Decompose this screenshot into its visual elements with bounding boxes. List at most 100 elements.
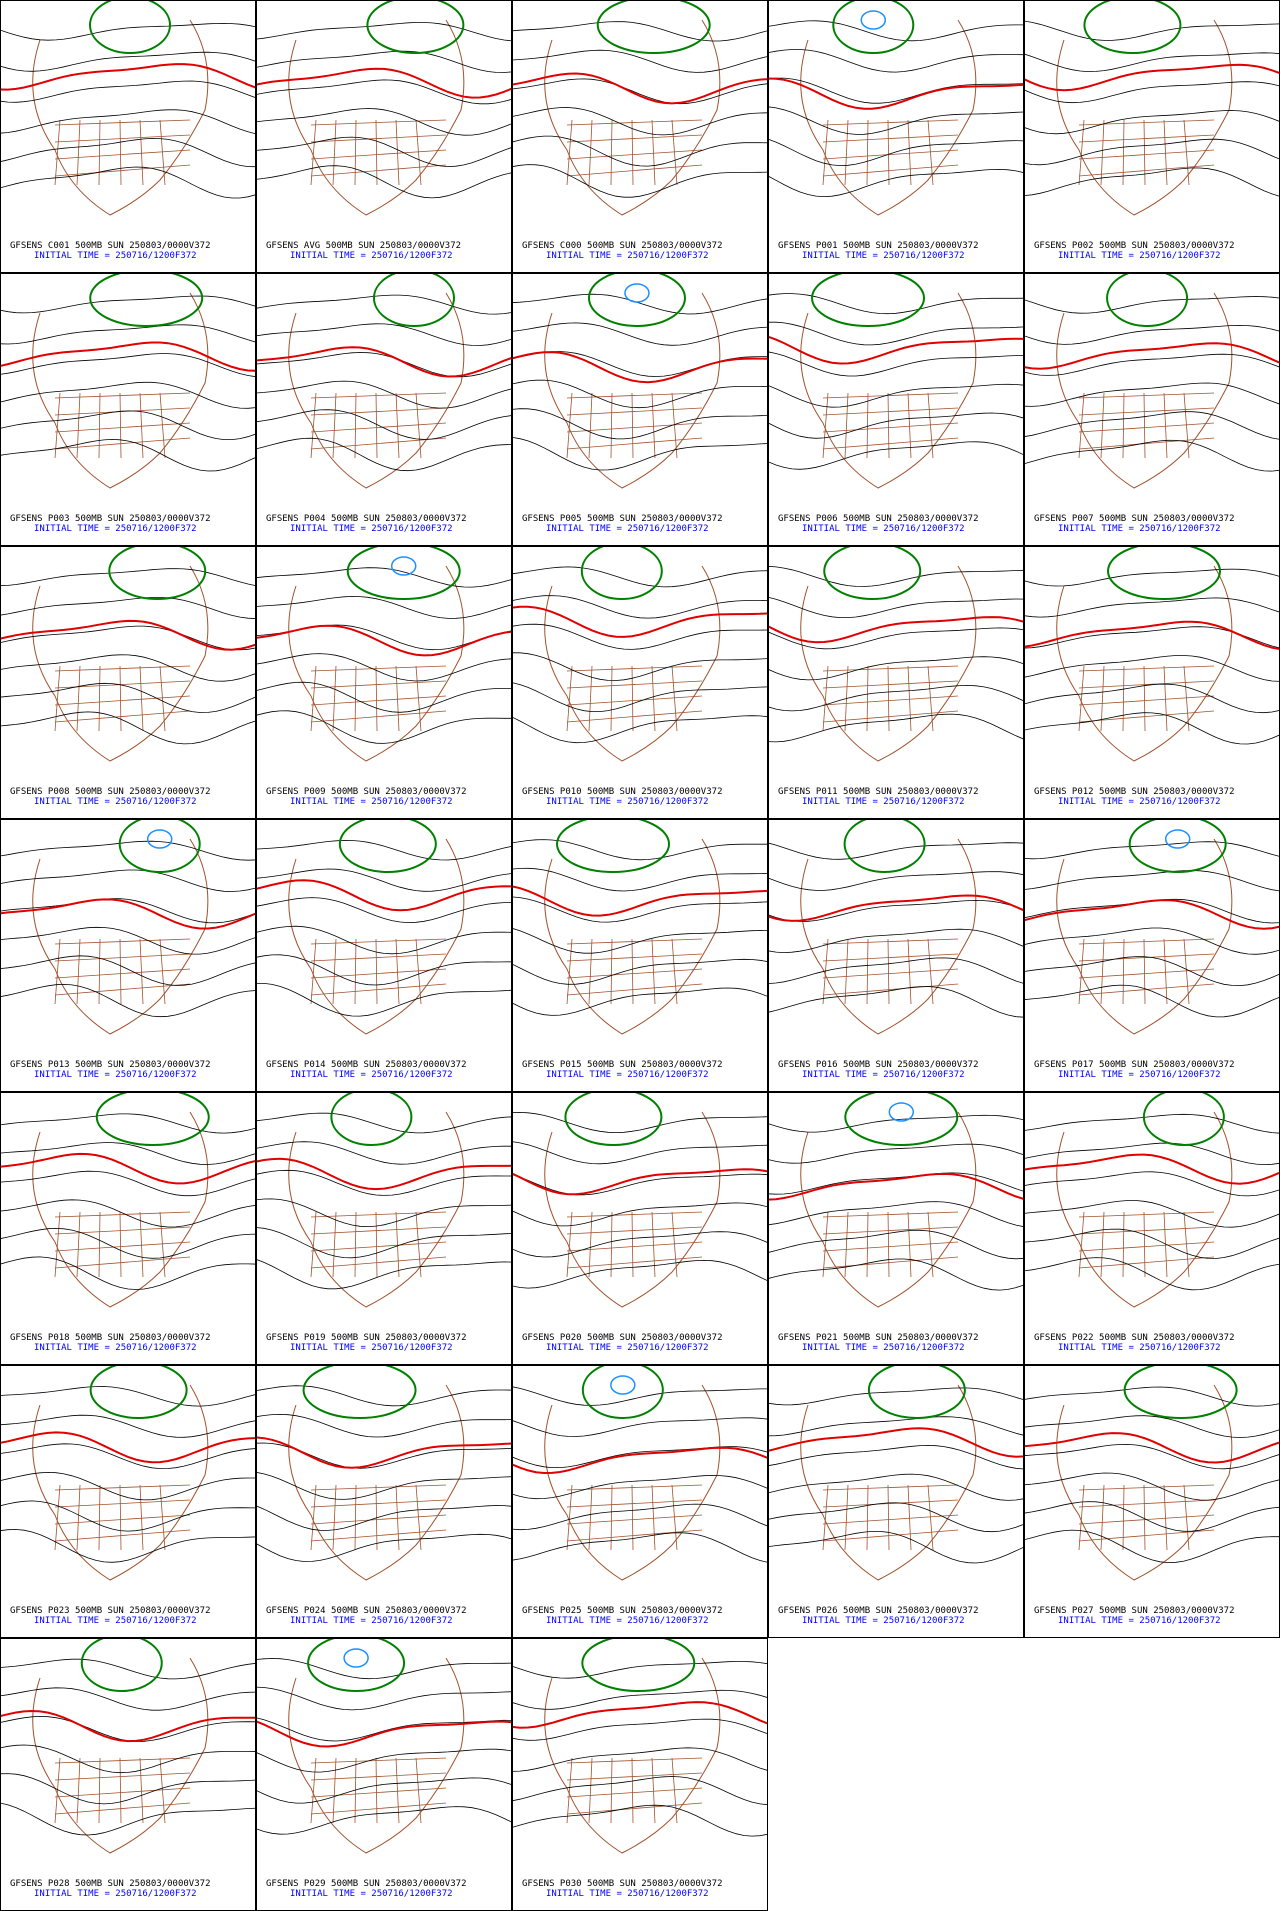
state-border: [354, 1757, 357, 1824]
map-panel: GFSENS C001 500MB SUN 250803/0000V372INI…: [0, 0, 256, 273]
panel-title: GFSENS P012 500MB SUN 250803/0000V372: [1034, 787, 1234, 797]
state-border: [651, 392, 656, 459]
panel-border: [512, 819, 768, 1092]
state-border: [822, 134, 959, 143]
state-border: [76, 938, 81, 1005]
panel-border: [256, 819, 512, 1092]
height-contour: [0, 1386, 256, 1407]
panel-border: [0, 0, 256, 273]
state-border: [907, 1211, 912, 1278]
coastline: [544, 1111, 721, 1308]
state-border: [566, 164, 703, 177]
state-border: [1078, 938, 1215, 945]
state-border: [887, 938, 890, 1005]
state-border: [631, 1484, 634, 1551]
height-contour: [0, 625, 256, 651]
contour-552: [1128, 819, 1227, 873]
panel-title: GFSENS P019 500MB SUN 250803/0000V372: [266, 1333, 466, 1343]
height-contour: [1024, 1171, 1280, 1197]
state-border: [310, 968, 447, 979]
panel-init-time: INITIAL TIME = 250716/1200F372: [290, 1070, 453, 1080]
contour-576: [512, 1168, 768, 1196]
state-border: [310, 710, 447, 723]
coastline: [288, 1111, 465, 1308]
state-border: [54, 1241, 191, 1252]
state-border: [887, 665, 890, 732]
state-border: [76, 665, 81, 732]
height-contour: [0, 597, 256, 619]
map-panel: GFSENS P026 500MB SUN 250803/0000V372INI…: [768, 1365, 1024, 1638]
coastline: [288, 565, 465, 762]
height-contour: [512, 1231, 768, 1258]
state-border: [631, 1757, 634, 1824]
state-border: [566, 983, 703, 996]
panel-border: [512, 1638, 768, 1911]
height-contour: [512, 322, 768, 346]
contour-552: [811, 273, 925, 327]
state-border: [375, 938, 378, 1005]
height-contour: [0, 869, 256, 892]
contour-552: [1123, 1365, 1238, 1419]
map-body: [768, 546, 1024, 762]
map-body: [768, 819, 1024, 1035]
state-border: [1078, 1484, 1215, 1491]
state-border: [566, 1757, 573, 1824]
height-contour: [0, 840, 256, 861]
map-panel: GFSENS P019 500MB SUN 250803/0000V372INI…: [256, 1092, 512, 1365]
height-contour: [512, 293, 768, 315]
contour-552: [302, 1365, 417, 1419]
panel-init-time: INITIAL TIME = 250716/1200F372: [1058, 797, 1221, 807]
state-border: [54, 1211, 61, 1278]
contour-552: [89, 273, 204, 327]
map-panel: GFSENS P023 500MB SUN 250803/0000V372INI…: [0, 1365, 256, 1638]
state-border: [1163, 1484, 1168, 1551]
height-contour: [512, 1386, 768, 1406]
height-contour: [512, 1474, 768, 1500]
panel-init-time: INITIAL TIME = 250716/1200F372: [290, 1343, 453, 1353]
map-body: [1024, 1092, 1280, 1308]
state-border: [54, 953, 191, 962]
contour-low: [146, 829, 173, 849]
state-border: [310, 437, 447, 450]
state-border: [310, 665, 447, 672]
map-body: [256, 546, 512, 762]
contour-576: [0, 898, 256, 930]
height-contour: [0, 410, 256, 440]
height-contour: [512, 408, 768, 440]
state-border: [159, 1211, 166, 1278]
contour-576: [256, 879, 512, 912]
state-border: [1183, 392, 1190, 459]
height-contour: [256, 1717, 512, 1742]
state-border: [310, 1514, 447, 1525]
panel-init-time: INITIAL TIME = 250716/1200F372: [34, 251, 197, 261]
state-border: [310, 695, 447, 706]
state-border: [354, 938, 357, 1005]
height-contour: [256, 983, 512, 1017]
panel-init-time: INITIAL TIME = 250716/1200F372: [546, 1343, 709, 1353]
coastline: [800, 1384, 977, 1581]
state-border: [395, 392, 400, 459]
height-contour: [1024, 138, 1280, 166]
contour-552: [307, 1638, 406, 1692]
height-contour: [512, 107, 768, 136]
state-border: [395, 665, 400, 732]
state-border: [651, 119, 656, 186]
map-body: [512, 819, 768, 1035]
height-contour: [512, 1417, 768, 1437]
state-border: [159, 1484, 166, 1551]
state-border: [822, 1211, 829, 1278]
height-contour: [1024, 20, 1280, 41]
height-contour: [0, 955, 256, 986]
panel-init-time: INITIAL TIME = 250716/1200F372: [802, 1616, 965, 1626]
contour-552: [89, 1365, 188, 1419]
state-border: [822, 1484, 829, 1551]
state-border: [139, 392, 144, 459]
panel-title: GFSENS AVG 500MB SUN 250803/0000V372: [266, 241, 461, 251]
height-contour: [256, 868, 512, 892]
height-contour: [768, 1531, 1024, 1564]
contour-576: [1024, 1153, 1280, 1185]
contour-low: [624, 283, 650, 303]
panel-border: [512, 1365, 768, 1638]
panel-border: [256, 1365, 512, 1638]
state-border: [54, 1529, 191, 1542]
